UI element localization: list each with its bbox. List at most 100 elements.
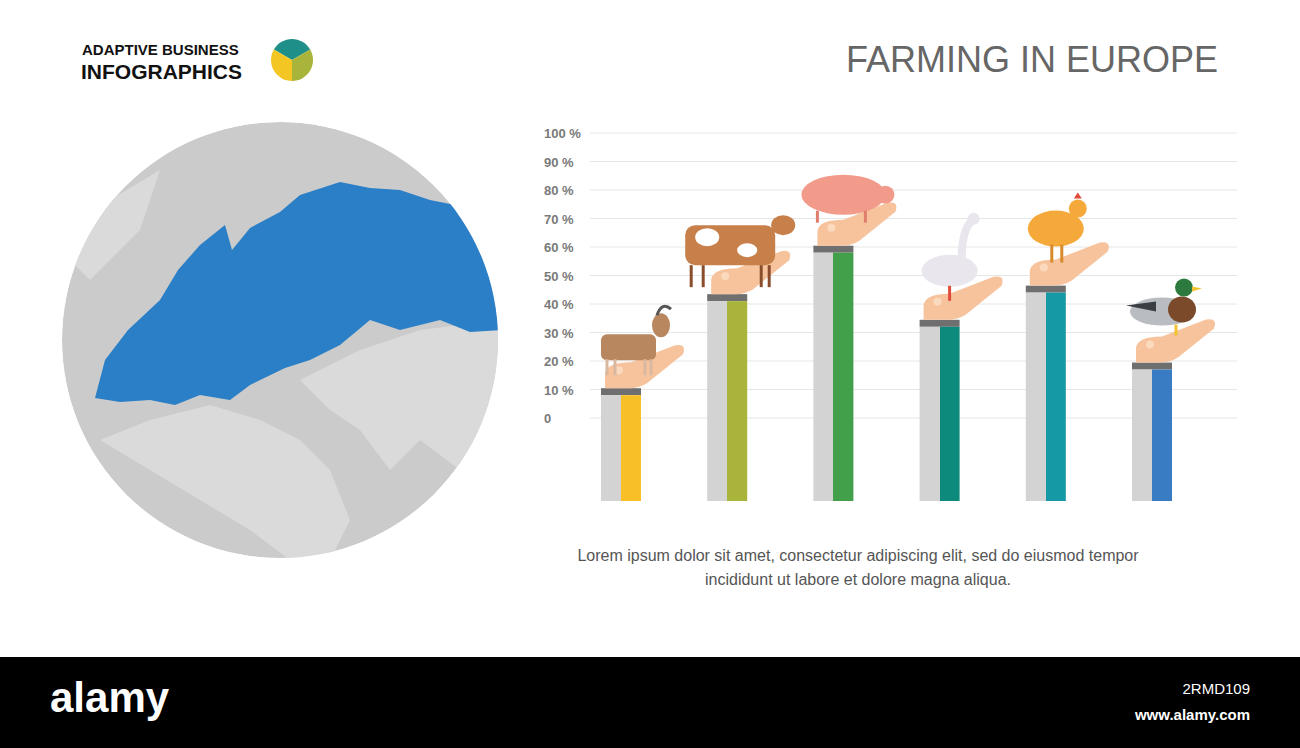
animal	[685, 215, 795, 287]
annotation: incididunt ut labore et dolore magna ali…	[705, 571, 1011, 588]
page: ADAPTIVE BUSINESS INFOGRAPHICS FARMING IN …	[0, 0, 1300, 748]
animal-spot	[737, 243, 757, 257]
animal-leg	[864, 211, 867, 223]
cuff	[707, 294, 747, 301]
animal	[1126, 279, 1202, 336]
tick-label: 100 %	[544, 126, 581, 141]
hand-thumb	[934, 298, 942, 306]
animal-neck	[962, 221, 972, 261]
grid-line	[590, 161, 1237, 162]
footer-url: www.alamy.com	[1134, 706, 1250, 723]
cuff	[920, 320, 960, 327]
animal-horn	[657, 306, 671, 315]
animal-head	[771, 215, 795, 235]
bar	[920, 327, 960, 418]
animal	[1028, 193, 1087, 263]
logo-wedge	[271, 50, 292, 82]
tick-label: 40 %	[544, 297, 574, 312]
footer-brand: alamy	[50, 674, 170, 721]
animal-leg	[760, 265, 763, 287]
animal-chest	[1168, 297, 1196, 323]
animal-beak	[1192, 287, 1202, 292]
cuff	[813, 246, 853, 253]
grid-line	[590, 275, 1237, 276]
animal-head	[1069, 200, 1087, 218]
sleeve	[601, 418, 641, 501]
cuff	[1026, 286, 1066, 293]
animal	[801, 175, 894, 223]
grid-line	[590, 133, 1237, 134]
tick-label: 30 %	[544, 326, 574, 341]
tick-label: 60 %	[544, 240, 574, 255]
tick-label: 10 %	[544, 383, 574, 398]
animal-head	[968, 213, 980, 225]
globe	[60, 122, 500, 560]
land-europe	[95, 182, 500, 405]
animal-head	[1175, 279, 1193, 297]
animal-leg	[606, 359, 609, 375]
animal-head	[876, 186, 894, 204]
animal-tail	[1126, 302, 1156, 312]
sleeve	[813, 418, 853, 501]
animal-leg	[644, 359, 647, 375]
animal-body	[922, 255, 978, 287]
bars	[601, 253, 1172, 418]
brand-line1: ADAPTIVE BUSINESS	[82, 41, 239, 58]
sleeve	[1132, 418, 1172, 501]
land-africa	[100, 405, 350, 560]
animal-leg	[1050, 245, 1053, 263]
bar	[1132, 370, 1172, 418]
grid-line	[590, 218, 1237, 219]
animal	[922, 213, 980, 301]
animal-head	[652, 313, 670, 337]
bar	[707, 301, 747, 418]
arms	[601, 202, 1215, 501]
animal-leg	[1175, 325, 1178, 336]
tick-label: 50 %	[544, 269, 574, 284]
cuff	[1132, 363, 1172, 370]
hand-thumb	[827, 224, 835, 232]
bar	[813, 253, 853, 418]
logo-icon	[271, 39, 313, 81]
animal-body	[801, 175, 885, 215]
animal-leg	[816, 211, 819, 223]
tick-label: 0	[544, 411, 551, 426]
animal-leg	[690, 265, 693, 287]
animal-leg	[702, 265, 705, 287]
tick-label: 90 %	[544, 155, 574, 170]
sleeve	[1026, 418, 1066, 501]
grid-line	[590, 332, 1237, 333]
animal	[601, 306, 671, 375]
title: FARMING IN EUROPE	[846, 39, 1218, 80]
animal-leg	[768, 265, 771, 287]
tick-label: 80 %	[544, 183, 574, 198]
animals	[601, 175, 1202, 376]
hand-thumb	[721, 272, 729, 280]
animal-leg	[650, 359, 653, 375]
land-greenland	[60, 170, 160, 280]
brand-line2: INFOGRAPHICS	[81, 60, 242, 83]
hand-thumb	[1146, 341, 1154, 349]
animal-body	[685, 225, 775, 265]
bar	[601, 395, 641, 418]
animal-body	[601, 334, 656, 360]
hand	[1030, 242, 1109, 285]
cuff	[601, 388, 641, 395]
grid	[590, 133, 1237, 418]
animal-leg	[614, 359, 617, 375]
hand-thumb	[1040, 264, 1048, 272]
footer-id: 2RMD109	[1182, 680, 1250, 697]
bar	[1026, 293, 1066, 418]
sleeve	[707, 418, 747, 501]
tick-label: 70 %	[544, 212, 574, 227]
animal-comb	[1074, 193, 1082, 199]
tick-label: 20 %	[544, 354, 574, 369]
grid-line	[590, 190, 1237, 191]
hand	[1136, 319, 1215, 362]
annotation: Lorem ipsum dolor sit amet, consectetur …	[577, 547, 1139, 564]
sleeve	[920, 418, 960, 501]
footer-band	[0, 657, 1300, 748]
logo-wedge	[292, 50, 313, 82]
animal-spot	[695, 228, 719, 246]
animal-leg	[948, 286, 951, 301]
